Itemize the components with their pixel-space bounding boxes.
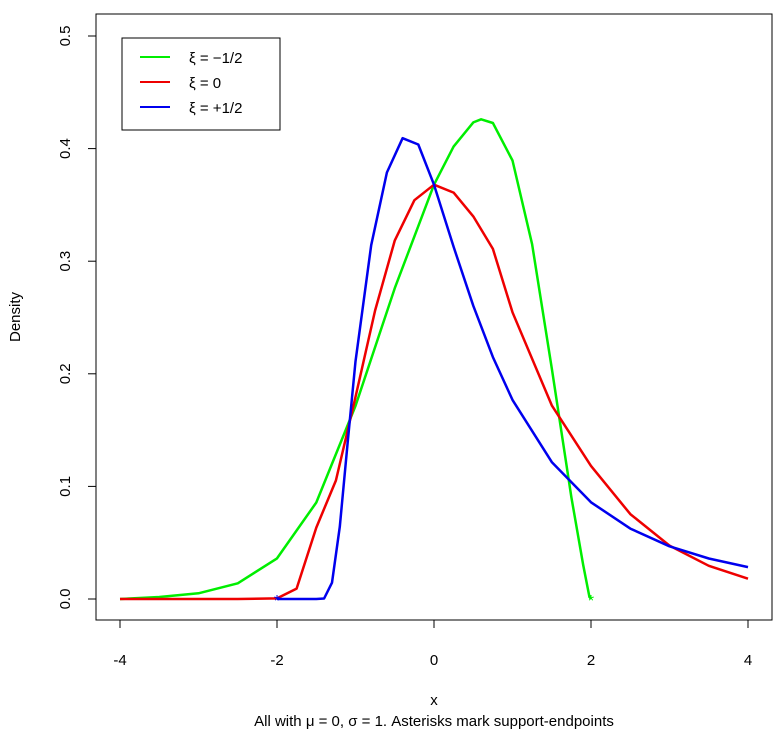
y-tick-label-0: 0.0 (57, 589, 74, 610)
legend-label-xi-zero: ξ = 0 (189, 75, 221, 92)
y-tick-label-3: 0.3 (57, 251, 74, 272)
y-axis-label: Density (7, 291, 24, 342)
x-axis: -4 -2 0 2 4 (113, 619, 752, 669)
y-tick-label-1: 0.1 (57, 476, 74, 497)
legend: ξ = −1/2 ξ = 0 ξ = +1/2 (121, 37, 281, 131)
x-tick-label-4: 4 (744, 652, 752, 669)
x-tick-label-1: -2 (270, 652, 283, 669)
chart-subtitle: All with μ = 0, σ = 1. Asterisks mark su… (254, 713, 614, 730)
x-axis-label: x (430, 692, 438, 709)
endpoint-marker-2: * (274, 593, 280, 610)
legend-box (121, 37, 281, 131)
x-tick-label-3: 2 (587, 652, 595, 669)
series-layer: ** (119, 118, 749, 610)
legend-label-xi-neg-half: ξ = −1/2 (189, 50, 242, 67)
endpoint-marker-0: * (588, 593, 594, 610)
series-line-1 (120, 183, 749, 601)
series-line-0 (119, 118, 593, 601)
y-tick-label-5: 0.5 (57, 26, 74, 47)
x-tick-label-2: 0 (430, 652, 438, 669)
series-line-2 (277, 136, 749, 601)
y-tick-label-2: 0.2 (57, 363, 74, 384)
x-tick-label-0: -4 (113, 652, 126, 669)
y-axis: 0.0 0.1 0.2 0.3 0.4 0.5 (57, 26, 97, 610)
legend-label-xi-pos-half: ξ = +1/2 (189, 100, 242, 117)
y-tick-label-4: 0.4 (57, 138, 74, 159)
